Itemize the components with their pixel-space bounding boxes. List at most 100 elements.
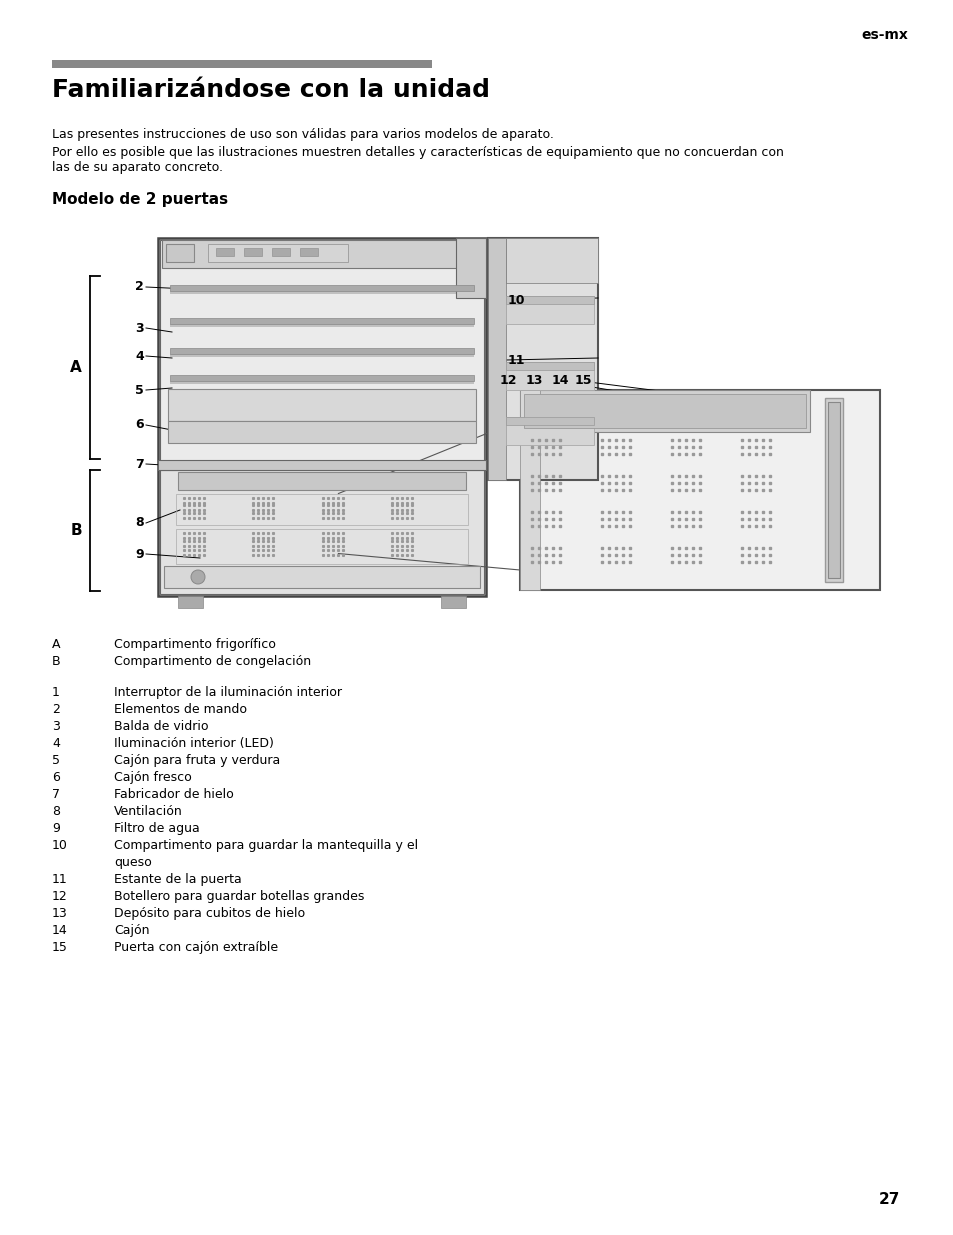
Text: 15: 15 [52, 941, 68, 953]
Bar [523, 394, 805, 429]
Bar [175, 529, 468, 563]
Text: Puerta con cajón extraíble: Puerta con cajón extraíble [113, 941, 278, 953]
Text: Estante de la puerta: Estante de la puerta [113, 873, 241, 885]
Text: Las presentes instrucciones de uso son válidas para varios modelos de aparato.: Las presentes instrucciones de uso son v… [52, 128, 554, 141]
Text: 8: 8 [52, 805, 60, 818]
Bar [158, 238, 485, 597]
Bar [170, 290, 474, 294]
Text: Cajón para fruta y verdura: Cajón para fruta y verdura [113, 755, 280, 767]
Text: Cajón: Cajón [113, 924, 150, 937]
Text: B: B [71, 522, 82, 537]
Bar [505, 362, 594, 369]
Text: 15: 15 [575, 373, 592, 387]
Text: Iluminación interior (LED): Iluminación interior (LED) [113, 737, 274, 750]
Text: Por ello es posible que las ilustraciones muestren detalles y características de: Por ello es posible que las ilustracione… [52, 146, 783, 159]
Bar [170, 325, 474, 327]
Text: 12: 12 [52, 890, 68, 903]
Bar [488, 238, 505, 479]
Text: 6: 6 [52, 771, 60, 784]
Bar [170, 348, 474, 353]
Bar [170, 380, 474, 384]
Bar [175, 494, 468, 525]
Bar [827, 403, 840, 578]
Text: 8: 8 [135, 516, 144, 530]
Text: Interruptor de la iluminación interior: Interruptor de la iluminación interior [113, 685, 341, 699]
Text: 14: 14 [552, 373, 569, 387]
Text: 13: 13 [525, 373, 543, 387]
Text: 5: 5 [135, 384, 144, 396]
Text: Balda de vidrio: Balda de vidrio [113, 720, 209, 734]
Text: Familiarizándose con la unidad: Familiarizándose con la unidad [52, 78, 490, 103]
Text: B: B [52, 655, 61, 668]
Bar [440, 597, 465, 608]
Bar [158, 459, 485, 469]
Text: 11: 11 [52, 873, 68, 885]
Bar [168, 421, 476, 443]
Text: queso: queso [113, 856, 152, 869]
Bar [160, 469, 483, 594]
Bar [519, 390, 879, 590]
Bar [505, 296, 594, 325]
Bar [162, 240, 481, 268]
Text: 4: 4 [135, 350, 144, 363]
Bar [505, 296, 594, 304]
Bar [178, 472, 465, 489]
Text: 14: 14 [52, 924, 68, 937]
Text: A: A [71, 359, 82, 374]
Bar [170, 284, 474, 290]
Text: 3: 3 [52, 720, 60, 734]
Bar [505, 417, 594, 445]
Text: Botellero para guardar botellas grandes: Botellero para guardar botellas grandes [113, 890, 364, 903]
Text: 4: 4 [52, 737, 60, 750]
Circle shape [191, 571, 205, 584]
Text: A: A [52, 638, 60, 651]
Bar [456, 238, 485, 298]
Bar [168, 389, 476, 421]
Bar [166, 245, 193, 262]
Text: Depósito para cubitos de hielo: Depósito para cubitos de hielo [113, 906, 305, 920]
Text: Modelo de 2 puertas: Modelo de 2 puertas [52, 191, 228, 207]
Bar [505, 417, 594, 425]
Text: 1: 1 [215, 241, 225, 253]
Bar [215, 248, 233, 256]
Text: 7: 7 [52, 788, 60, 802]
Bar [170, 375, 474, 380]
Text: 9: 9 [135, 547, 144, 561]
Text: 2: 2 [135, 280, 144, 294]
Bar [299, 248, 317, 256]
Text: 1: 1 [52, 685, 60, 699]
Text: 10: 10 [507, 294, 525, 306]
Bar [272, 248, 290, 256]
Text: 10: 10 [52, 839, 68, 852]
Text: 3: 3 [135, 321, 144, 335]
Bar [505, 362, 594, 389]
Bar [208, 245, 348, 262]
Bar [170, 319, 474, 325]
Text: 13: 13 [52, 906, 68, 920]
Text: 11: 11 [507, 353, 525, 367]
Text: Ventilación: Ventilación [113, 805, 183, 818]
Bar [170, 353, 474, 357]
Bar [824, 398, 842, 582]
Text: Compartimento frigorífico: Compartimento frigorífico [113, 638, 275, 651]
Text: 12: 12 [499, 373, 517, 387]
Bar [505, 238, 598, 283]
Text: 27: 27 [878, 1192, 899, 1207]
Text: 6: 6 [135, 419, 144, 431]
Bar [160, 240, 483, 463]
Text: las de su aparato concreto.: las de su aparato concreto. [52, 161, 223, 174]
Text: Filtro de agua: Filtro de agua [113, 823, 199, 835]
Bar [164, 566, 479, 588]
Text: Compartimento de congelación: Compartimento de congelación [113, 655, 311, 668]
Text: 2: 2 [52, 703, 60, 716]
Text: 5: 5 [52, 755, 60, 767]
Bar [178, 597, 203, 608]
Bar [244, 248, 262, 256]
Text: Fabricador de hielo: Fabricador de hielo [113, 788, 233, 802]
Text: 9: 9 [52, 823, 60, 835]
Text: Compartimento para guardar la mantequilla y el: Compartimento para guardar la mantequill… [113, 839, 417, 852]
Bar [52, 61, 432, 68]
Text: Cajón fresco: Cajón fresco [113, 771, 192, 784]
Text: es-mx: es-mx [861, 28, 907, 42]
Text: 7: 7 [135, 457, 144, 471]
